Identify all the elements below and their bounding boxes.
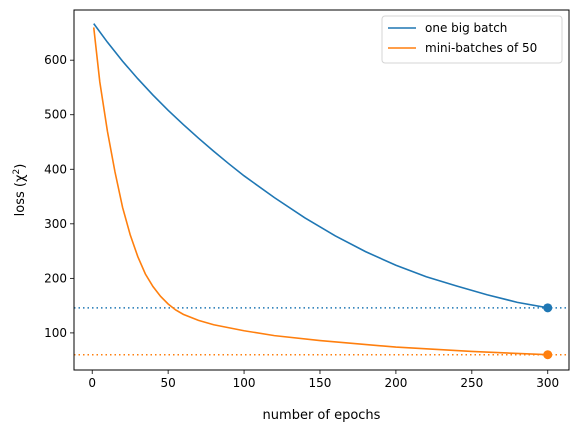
series-line-mini-batches [92,27,548,356]
x-tick-label: 200 [384,376,407,390]
series-line-one-big-batch [93,23,548,309]
x-tick-label: 250 [460,376,483,390]
y-axis-label-superscript: 2 [12,169,22,175]
y-tick-label: 200 [44,271,67,285]
plot-frame [73,9,570,371]
y-axis-ticks: 100 200 300 400 500 600 [44,53,74,340]
y-tick-label: 600 [44,53,67,67]
x-tick-label: 100 [233,376,256,390]
x-tick-label: 150 [309,376,332,390]
plot-layer [74,23,569,360]
y-axis-label-tail: ) [13,164,28,169]
final-point-one-big-batch [543,303,553,313]
legend-label-one-big-batch: one big batch [425,21,507,35]
x-axis-ticks: 0 50 100 150 200 250 300 [88,370,559,390]
x-axis-label: number of epochs [263,408,381,423]
y-tick-label: 500 [44,108,67,122]
y-tick-label: 300 [44,217,67,231]
legend-box [381,15,563,64]
x-tick-label: 0 [88,376,96,390]
legend-label-mini-batches: mini-batches of 50 [425,41,537,55]
y-axis-label: loss (χ2) [12,164,28,217]
y-axis-label-main: loss (χ [13,174,28,216]
y-tick-label: 400 [44,162,67,176]
y-tick-label: 100 [44,326,67,340]
x-tick-label: 300 [536,376,559,390]
x-tick-label: 50 [161,376,176,390]
legend: one big batch mini-batches of 50 [381,15,563,64]
final-point-mini-batches [543,350,553,360]
